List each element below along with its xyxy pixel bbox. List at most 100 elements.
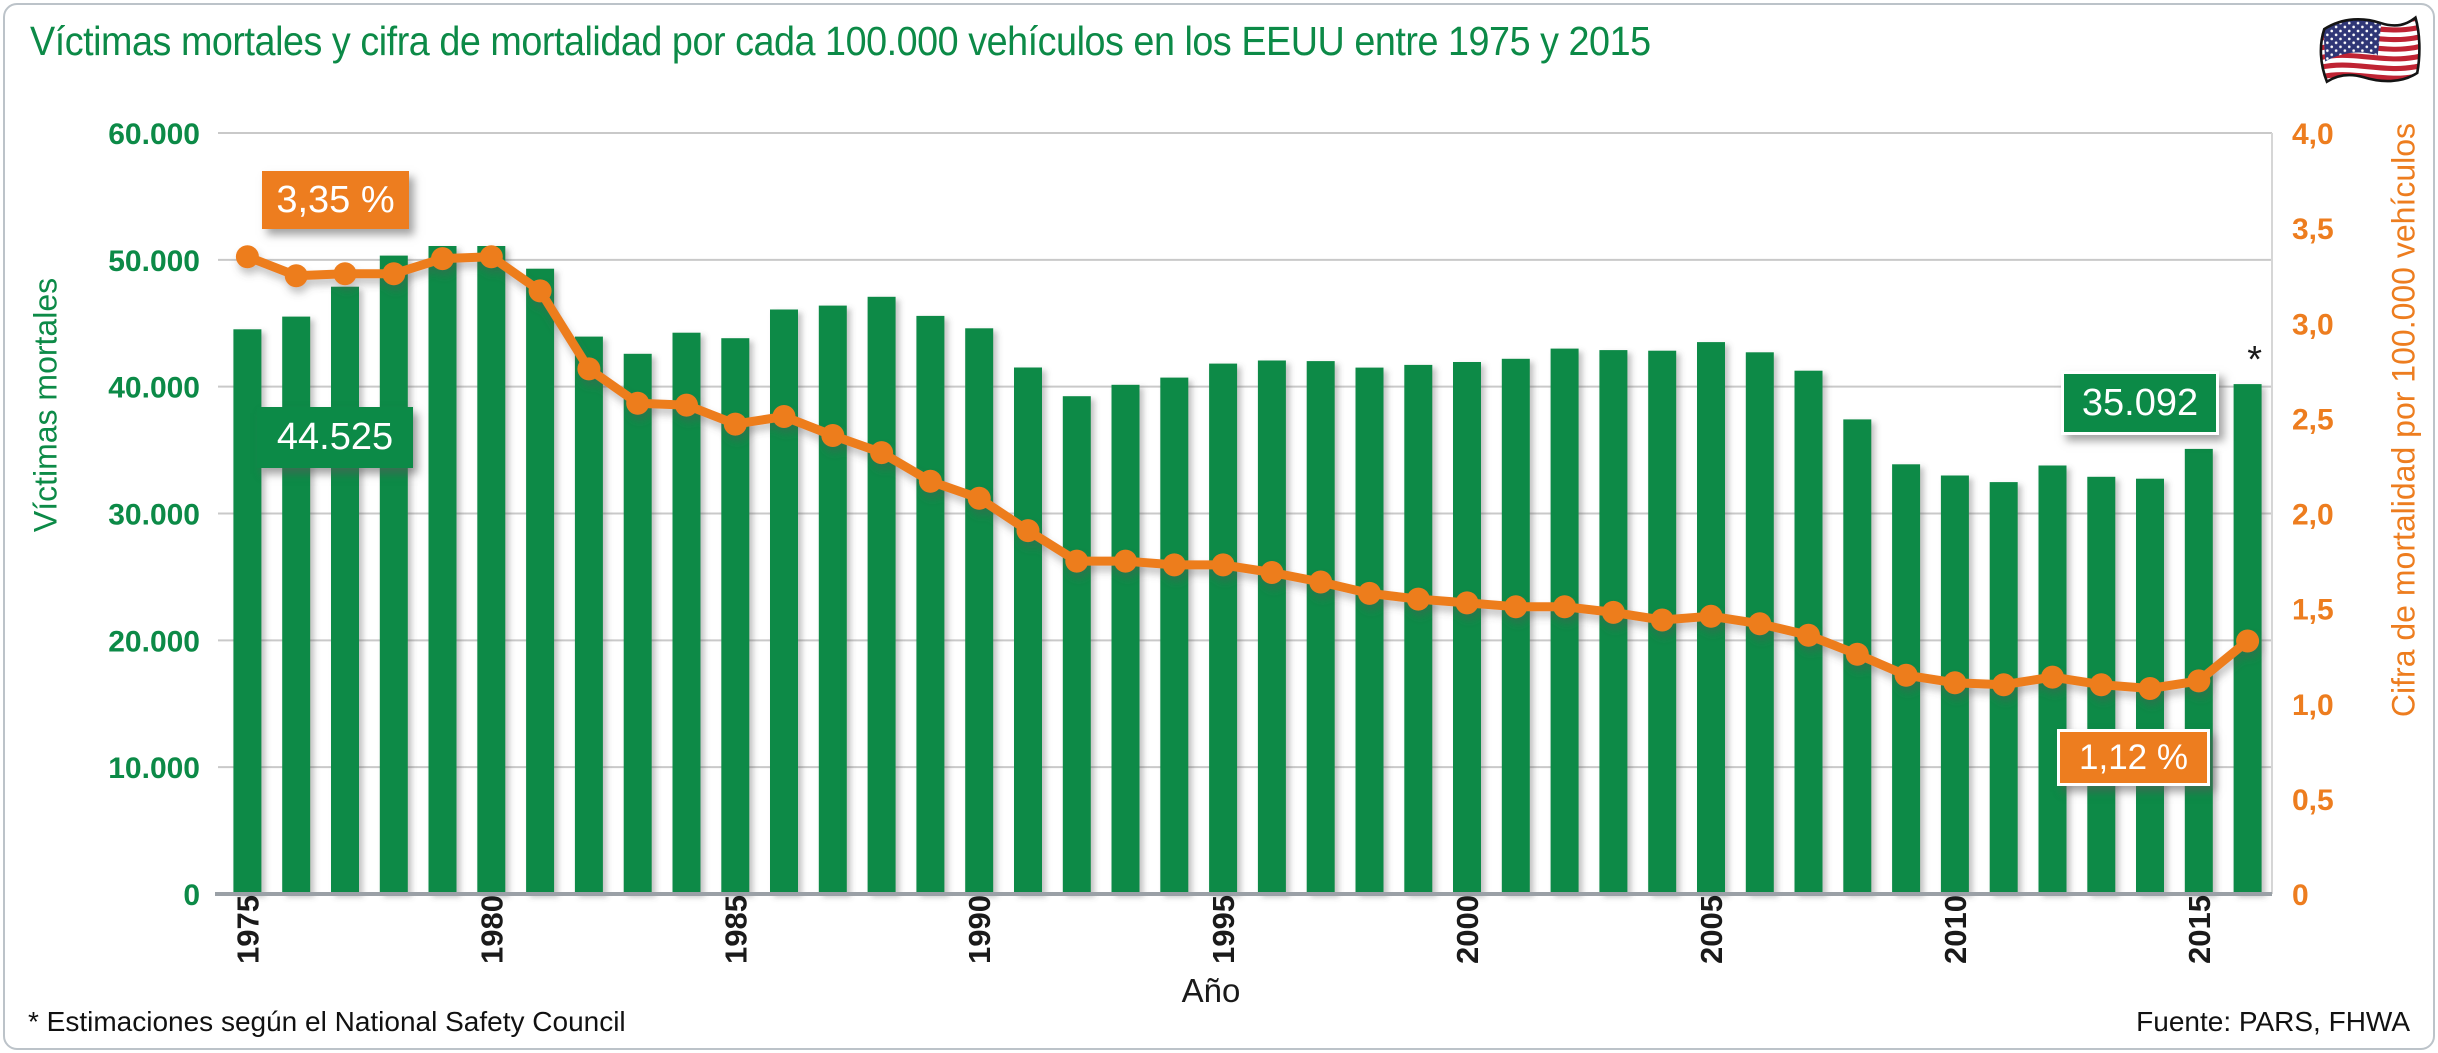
rate-point-2004	[1650, 608, 1674, 632]
rate-point-2016	[2236, 629, 2260, 653]
right-axis-tick-label: 2,0	[2292, 499, 2334, 532]
bar-1976	[282, 316, 311, 895]
bar-1984	[672, 332, 701, 894]
left-axis-tick-label: 40.000	[108, 372, 200, 405]
callout-rate-2015: 1,12 %	[2057, 729, 2210, 786]
rate-point-2010	[1943, 671, 1967, 695]
bar-1983	[623, 353, 652, 894]
bar-2002	[1550, 348, 1579, 895]
us-flag-icon	[2319, 15, 2421, 84]
x-tick-1985: 1985	[718, 895, 753, 964]
y-axis-title-right: Cifra de mortalidad por 100.000 vehículo…	[2385, 122, 2422, 718]
x-tick-2010: 2010	[1938, 895, 1973, 964]
footnote-estimation: * Estimaciones según el National Safety …	[28, 1006, 626, 1037]
rate-point-1998	[1358, 581, 1381, 605]
callout-rate-1975: 3,35 %	[262, 171, 409, 229]
right-axis-tick-label: 3,5	[2292, 213, 2334, 246]
x-tick-2005: 2005	[1694, 895, 1729, 964]
x-tick-1975: 1975	[230, 895, 265, 964]
bar-1997	[1306, 361, 1335, 895]
x-tick-1995: 1995	[1206, 895, 1241, 964]
right-axis-tick-label: 0,5	[2292, 784, 2334, 817]
rate-point-1983	[626, 391, 650, 415]
x-tick-1980: 1980	[474, 895, 509, 964]
rate-point-1975	[235, 245, 259, 269]
rate-point-1978	[382, 262, 406, 286]
rate-point-2012	[2041, 665, 2064, 689]
bar-1988	[867, 296, 896, 894]
rate-point-1979	[431, 247, 454, 271]
right-axis-tick-label: 0	[2292, 879, 2309, 912]
rate-point-1988	[870, 441, 894, 465]
bar-1979	[428, 246, 457, 894]
rate-point-1980	[479, 245, 503, 269]
callout-fatalities-1975: 44.525	[257, 407, 413, 468]
rate-point-2008	[1845, 642, 1869, 666]
rate-point-2011	[1992, 673, 2016, 697]
rate-point-2009	[1894, 663, 1918, 687]
rate-point-1985	[723, 412, 747, 436]
bar-1987	[818, 305, 847, 895]
rate-point-1991	[1016, 519, 1040, 543]
rate-point-2000	[1455, 591, 1479, 615]
rate-point-2015	[2187, 669, 2211, 693]
bar-1994	[1160, 377, 1189, 895]
bar-1980	[477, 246, 506, 894]
right-axis-tick-label: 3,0	[2292, 308, 2334, 341]
left-axis-tick-label: 30.000	[108, 499, 200, 532]
source-note: Fuente: PARS, FHWA	[2136, 1006, 2410, 1037]
rate-point-2005	[1699, 604, 1723, 628]
rate-point-1982	[577, 357, 601, 381]
rate-point-1990	[967, 486, 991, 510]
rate-point-2014	[2138, 677, 2162, 700]
rate-point-2013	[2089, 673, 2113, 697]
bar-1975	[233, 329, 262, 894]
rate-point-1986	[772, 405, 796, 428]
right-axis-tick-label: 1,0	[2292, 689, 2334, 722]
rate-point-1984	[675, 393, 698, 417]
rate-point-1976	[284, 264, 308, 288]
rate-line-series	[235, 245, 2260, 700]
rate-point-1993	[1114, 549, 1137, 573]
bar-1982	[574, 336, 603, 895]
rate-point-1987	[821, 424, 845, 447]
rate-point-1994	[1162, 553, 1186, 577]
rate-point-1992	[1065, 549, 1089, 573]
bar-1978	[379, 255, 408, 895]
rate-point-2002	[1553, 595, 1577, 619]
bar-2001	[1501, 358, 1530, 894]
bar-1993	[1111, 384, 1140, 894]
callout-fatalities-2015: 35.092	[2061, 371, 2219, 435]
chart-title: Víctimas mortales y cifra de mortalidad …	[30, 18, 1651, 64]
bar-1999	[1404, 364, 1433, 894]
right-axis-tick-label: 1,5	[2292, 594, 2334, 627]
estimate-asterisk: *	[2247, 339, 2262, 381]
rate-point-1989	[918, 469, 942, 493]
left-axis-tick-label: 20.000	[108, 625, 200, 658]
bar-1977	[331, 286, 359, 894]
left-axis-tick-label: 10.000	[108, 752, 200, 785]
rate-point-1995	[1211, 553, 1235, 577]
bar-1996	[1257, 360, 1286, 894]
bar-1998	[1355, 367, 1384, 895]
rate-point-1997	[1309, 570, 1333, 594]
right-axis-tick-label: 2,5	[2292, 403, 2334, 436]
bar-1990	[965, 328, 994, 894]
y-axis-title-left: Víctimas mortales	[27, 277, 64, 533]
rate-point-1977	[333, 262, 357, 286]
x-axis-title: Año	[1181, 972, 1241, 1009]
right-axis-tick-label: 4,0	[2292, 118, 2334, 151]
bar-1986	[770, 309, 798, 894]
bar-2000	[1453, 362, 1481, 894]
bar-1981	[526, 268, 555, 894]
bar-1995	[1209, 363, 1238, 895]
bar-1989	[916, 315, 945, 894]
rate-point-2006	[1748, 612, 1772, 636]
bar-1992	[1062, 396, 1091, 894]
rate-point-2007	[1797, 623, 1820, 647]
left-axis-tick-label: 50.000	[108, 245, 200, 278]
rate-point-2003	[1601, 600, 1625, 624]
left-axis-tick-label: 0	[183, 879, 200, 912]
